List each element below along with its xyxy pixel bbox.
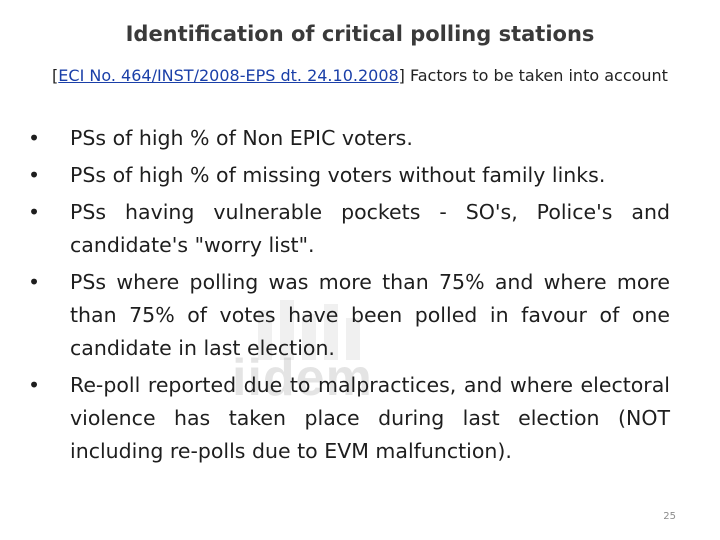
list-item-text: PSs having vulnerable pockets - SO's, Po…: [70, 200, 670, 257]
list-item: • PSs of high % of Non EPIC voters.: [28, 122, 670, 155]
eci-reference-link[interactable]: ECI No. 464/INST/2008-EPS dt. 24.10.2008: [58, 66, 399, 85]
list-item-text: PSs of high % of missing voters without …: [70, 163, 606, 187]
slide-subtitle: [ECI No. 464/INST/2008-EPS dt. 24.10.200…: [40, 64, 680, 88]
bullet-icon: •: [28, 200, 41, 224]
bullet-icon: •: [28, 126, 41, 150]
list-item-text: Re-poll reported due to malpractices, an…: [70, 373, 670, 463]
subtitle-text: ] Factors to be taken into account: [398, 66, 668, 85]
list-item: • PSs where polling was more than 75% an…: [28, 266, 670, 365]
list-item-text: PSs of high % of Non EPIC voters.: [70, 126, 413, 150]
slide-title: Identification of critical polling stati…: [125, 22, 595, 46]
subtitle-bracket-open: [: [52, 66, 59, 85]
list-item-text: PSs where polling was more than 75% and …: [70, 270, 670, 360]
list-item: • PSs having vulnerable pockets - SO's, …: [28, 196, 670, 262]
watermark-logo: [258, 300, 360, 360]
page-number: 25: [663, 511, 676, 522]
watermark-text: iidem: [232, 349, 373, 407]
list-item: • PSs of high % of missing voters withou…: [28, 159, 670, 192]
list-item: • Re-poll reported due to malpractices, …: [28, 369, 670, 468]
bullet-icon: •: [28, 270, 41, 294]
bullet-icon: •: [28, 373, 41, 397]
factor-list: • PSs of high % of Non EPIC voters. • PS…: [28, 122, 670, 472]
bullet-icon: •: [28, 163, 41, 187]
